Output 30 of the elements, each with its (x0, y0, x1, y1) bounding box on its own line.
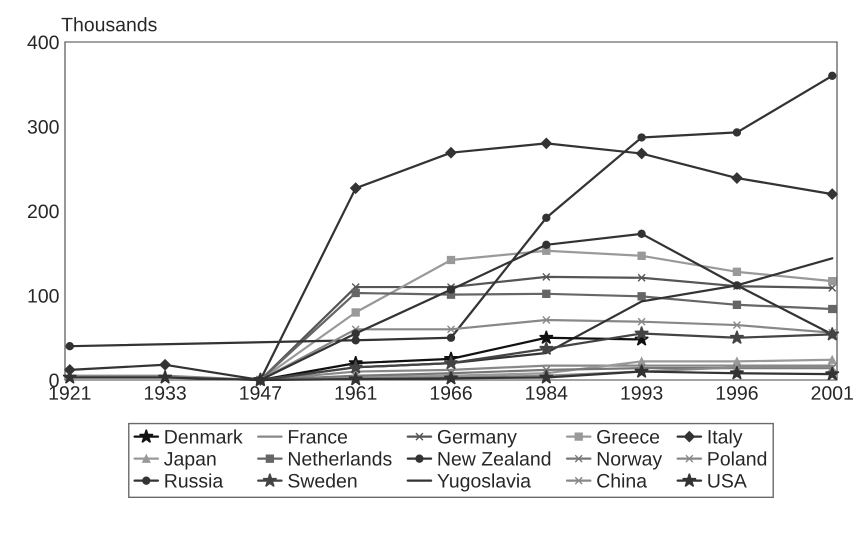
x-tick-label: 1996 (716, 386, 758, 400)
legend-label: Sweden (288, 473, 356, 488)
x-tick-label: 1933 (144, 386, 186, 400)
legend-label: Japan (164, 452, 216, 470)
x-tick-label: 2001 (812, 386, 853, 400)
legend-label: France (288, 430, 348, 444)
y-tick-label: 0 (49, 373, 59, 388)
y-tick-label: 400 (27, 35, 59, 50)
y-tick-label: 300 (28, 120, 59, 134)
x-tick-label: 1984 (526, 386, 568, 400)
legend-label: Germany (438, 430, 517, 448)
y-tick-label: 200 (28, 204, 59, 218)
y-axis-title: Thousands (62, 17, 157, 32)
x-tick-label: 1993 (621, 386, 662, 400)
legend-label: Greece (597, 430, 660, 444)
legend-label: China (597, 473, 648, 488)
legend-label: USA (708, 474, 747, 488)
legend-label: Norway (598, 452, 662, 470)
legend-label: Yugoslavia (437, 473, 531, 492)
legend-label: Denmark (165, 429, 243, 444)
legend-label: Russia (165, 473, 224, 488)
y-tick-label: 100 (28, 288, 59, 303)
x-tick-label: 1921 (50, 386, 90, 400)
legend-label: Poland (708, 451, 766, 466)
x-tick-label: 1947 (240, 386, 282, 400)
legend-label: Netherlands (288, 451, 392, 466)
legend-label: New Zealand (438, 451, 550, 466)
x-tick-label: 1966 (430, 386, 472, 400)
legend-label: Italy (708, 429, 742, 448)
x-tick-label: 1961 (336, 386, 376, 400)
